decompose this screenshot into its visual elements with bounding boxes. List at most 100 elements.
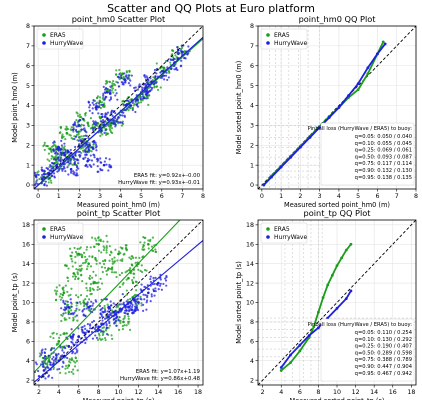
scatter-cloud-point [142,96,145,100]
scatter-cloud-point [114,111,117,115]
qq-point-hurrywave [279,366,283,369]
scatter-cloud-point [81,279,84,283]
scatter-cloud-point [81,262,85,265]
scatter-cloud-point [105,298,109,301]
scatter-cloud-point [133,86,136,90]
scatter-cloud-point [140,283,143,286]
pinball-box [320,122,415,186]
data-point-era5 [67,364,71,367]
scatter-cloud-point [111,260,114,263]
scatter-cloud-point [81,253,84,257]
scatter-cloud-point [104,259,107,262]
scatter-cloud-point [87,136,90,140]
scatter-cloud-point [71,275,75,278]
scatter-cloud-point [50,348,53,351]
scatter-cloud-point [105,244,108,248]
scatter-cloud-point [86,258,89,261]
scatter-cloud-point [100,322,103,325]
scatter-cloud-point [164,74,168,77]
scatter-cloud-point [74,315,77,318]
scatter-cloud-point [90,307,93,311]
scatter-cloud-point [135,306,139,309]
scatter-cloud-point [69,134,72,137]
scatter-cloud-point [70,328,73,331]
scatter-cloud-point [79,269,82,272]
scatter-cloud-point [48,169,51,172]
scatter-cloud-point [52,150,56,153]
scatter-cloud-point [149,275,152,278]
scatter-cloud-point [150,88,153,91]
scatter-cloud-point [88,146,92,149]
x-tick-label: 2 [261,389,265,396]
scatter-cloud-point [61,365,64,368]
scatter-cloud-point [66,356,69,360]
scatter-cloud-point [82,313,85,316]
scatter-cloud-point [73,161,76,165]
scatter-cloud-point [129,106,132,109]
scatter-cloud-point [56,153,59,156]
x-tick-label: 5 [356,193,360,200]
scatter-cloud-point [99,277,102,280]
scatter-cloud-point [84,129,87,132]
legend-box [260,28,308,50]
scatter-cloud-point [61,347,64,350]
scatter-cloud-point [50,154,53,158]
y-tick-label: 3 [250,123,254,130]
scatter-cloud-point [145,75,148,78]
scatter-cloud-point [118,121,122,124]
scatter-cloud-point [89,289,92,293]
scatter-cloud-point [134,280,137,283]
scatter-cloud-point [52,331,55,334]
scatter-cloud-point [59,355,63,358]
scatter-cloud-point [132,276,135,279]
scatter-cloud-point [106,303,109,306]
scatter-cloud-point [75,174,78,177]
data-point-era5 [78,136,81,139]
scatter-cloud-point [85,245,89,249]
scatter-cloud-point [124,246,128,249]
scatter-cloud-point [109,267,112,270]
scatter-cloud-point [59,292,62,296]
scatter-cloud-point [148,90,152,93]
scatter-cloud-point [84,156,87,159]
scatter-cloud-point [173,68,176,71]
scatter-cloud-point [139,241,142,244]
qq-point-hurrywave [298,145,302,149]
scatter-cloud-point [58,131,61,135]
scatter-cloud-point [66,128,70,131]
scatter-cloud-point [61,293,65,297]
pinball-row: q=0.90: 0.447 / 0.904 [355,364,413,370]
data-point-era5 [162,66,166,70]
scatter-cloud-point [100,313,103,316]
x-tick-label: 18 [194,389,202,396]
x-tick-label: 6 [298,389,302,396]
scatter-cloud-point [134,110,137,114]
scatter-cloud-point [82,157,85,161]
scatter-cloud-point [55,290,59,293]
scatter-cloud-point [103,91,106,94]
y-axis-label: Model sorted point_hm0 (m) [235,61,243,155]
scatter-cloud-point [61,133,64,136]
scatter-cloud-point [101,133,104,136]
scatter-cloud-point [100,112,103,116]
y-tick-label: 14 [22,261,30,268]
scatter-cloud-point [104,129,107,132]
scatter-cloud-point [95,108,98,111]
scatter-cloud-point [149,280,153,284]
scatter-cloud-point [130,257,133,261]
scatter-cloud-point [77,327,80,330]
scatter-cloud-point [70,358,73,362]
legend-label: ERA5 [50,32,66,39]
scatter-cloud-point [107,313,110,317]
hm0-scatter-frame [33,25,204,190]
scatter-cloud-point [70,357,73,360]
y-tick-label: 16 [246,241,254,248]
scatter-cloud-point [116,81,119,84]
scatter-cloud-point [60,313,63,317]
scatter-cloud-point [118,316,121,319]
scatter-cloud-point [74,255,77,258]
scatter-cloud-point [45,173,48,176]
scatter-cloud-point [99,161,102,164]
data-point-era5 [72,272,76,275]
scatter-cloud-point [78,116,82,119]
